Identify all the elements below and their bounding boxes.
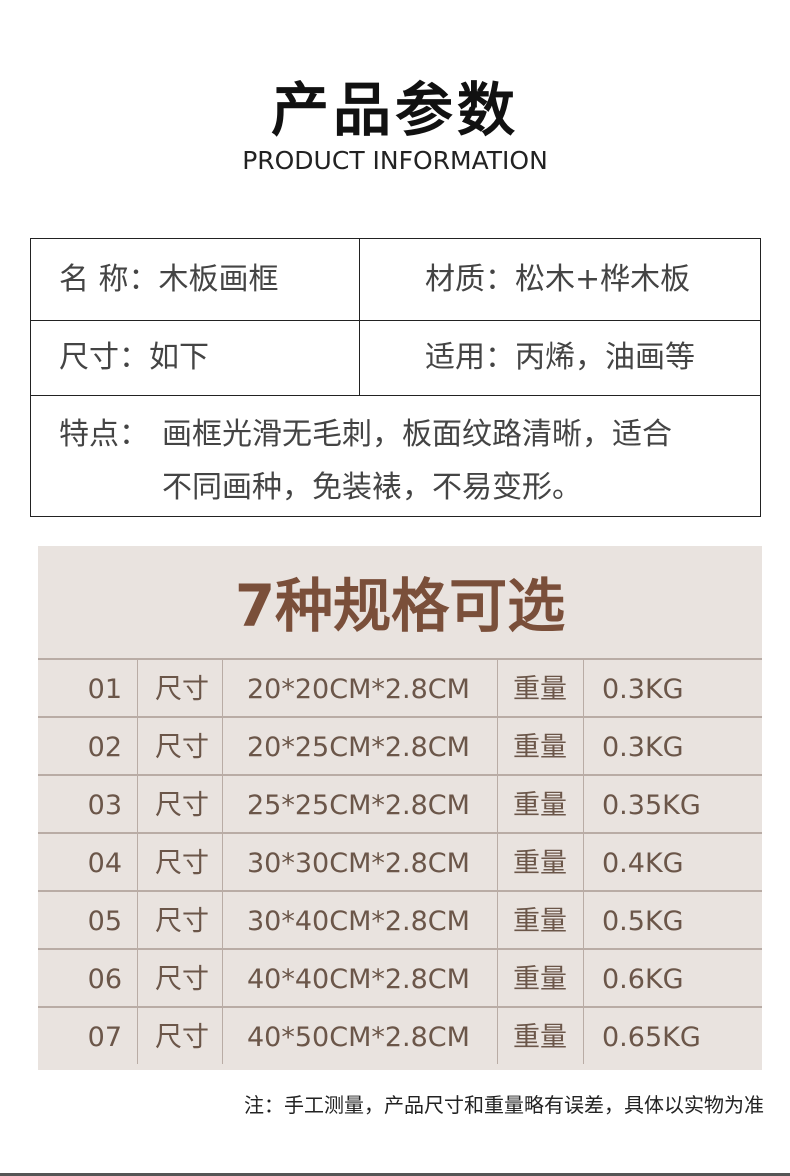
spec-number: 07 [87,1022,122,1053]
column-divider [222,718,223,774]
page-title: 产品参数 [270,76,519,144]
spec-row: 03 尺寸 25*25CM*2.8CM 重量 0.35KG [38,774,762,832]
column-divider [583,1008,584,1064]
column-divider [583,718,584,774]
spec-row: 07 尺寸 40*50CM*2.8CM 重量 0.65KG [38,1006,762,1064]
divider [31,395,760,396]
column-divider [222,950,223,1006]
feature-label: 特点： [59,417,149,452]
column-divider [497,660,498,716]
column-divider [222,892,223,948]
column-divider [222,776,223,832]
spec-size: 40*40CM*2.8CM [247,964,470,995]
column-divider [497,1008,498,1064]
spec-row: 04 尺寸 30*30CM*2.8CM 重量 0.4KG [38,832,762,890]
column-divider [137,950,138,1006]
column-divider [497,834,498,890]
spec-number: 06 [87,964,122,995]
spec-size: 40*50CM*2.8CM [247,1022,470,1053]
divider [359,239,360,396]
column-divider [583,776,584,832]
spec-row: 06 尺寸 40*40CM*2.8CM 重量 0.6KG [38,948,762,1006]
spec-weight: 0.3KG [602,674,684,705]
column-divider [497,950,498,1006]
spec-number: 02 [87,732,122,763]
column-divider [497,718,498,774]
column-divider [583,950,584,1006]
spec-panel: 7种规格可选 01 尺寸 20*20CM*2.8CM 重量 0.3KG 02 尺寸 20*25… [38,546,762,1070]
column-divider [137,892,138,948]
feature-line-1: 画框光滑无毛刺，板面纹路清晰，适合 [162,417,672,452]
weight-label: 重量 [513,674,567,705]
weight-label: 重量 [513,732,567,763]
spec-number: 03 [87,790,122,821]
column-divider [497,776,498,832]
size-label: 尺寸 [155,848,209,879]
product-name: 名 称：木板画框 [59,262,279,297]
weight-label: 重量 [513,964,567,995]
spec-size: 30*40CM*2.8CM [247,906,470,937]
column-divider [137,1008,138,1064]
weight-label: 重量 [513,906,567,937]
column-divider [137,718,138,774]
spec-weight: 0.5KG [602,906,684,937]
product-info-table: 名 称：木板画框 材质：松木+桦木板 尺寸：如下 适用：丙烯，油画等 特点： 画… [30,238,761,517]
size-label: 尺寸 [155,964,209,995]
spec-number: 04 [87,848,122,879]
weight-label: 重量 [513,848,567,879]
column-divider [583,834,584,890]
spec-number: 01 [87,674,122,705]
spec-row: 02 尺寸 20*25CM*2.8CM 重量 0.3KG [38,716,762,774]
size-label: 尺寸 [155,906,209,937]
column-divider [137,776,138,832]
weight-label: 重量 [513,1022,567,1053]
spec-weight: 0.35KG [602,790,701,821]
spec-size: 20*20CM*2.8CM [247,674,470,705]
bottom-divider [0,1173,790,1176]
spec-size: 30*30CM*2.8CM [247,848,470,879]
spec-size: 20*25CM*2.8CM [247,732,470,763]
spec-number: 05 [87,906,122,937]
weight-label: 重量 [513,790,567,821]
spec-weight: 0.65KG [602,1022,701,1053]
size-label: 尺寸 [155,1022,209,1053]
column-divider [497,892,498,948]
column-divider [222,834,223,890]
feature-line-2: 不同画种，免装裱，不易变形。 [162,470,582,505]
spec-row: 01 尺寸 20*20CM*2.8CM 重量 0.3KG [38,658,762,716]
spec-weight: 0.3KG [602,732,684,763]
page-subtitle: PRODUCT INFORMATION [242,146,548,175]
spec-row: 05 尺寸 30*40CM*2.8CM 重量 0.5KG [38,890,762,948]
divider [31,320,760,321]
column-divider [583,892,584,948]
spec-size: 25*25CM*2.8CM [247,790,470,821]
spec-weight: 0.6KG [602,964,684,995]
product-usage: 适用：丙烯，油画等 [425,340,695,375]
column-divider [137,660,138,716]
size-label: 尺寸 [155,732,209,763]
size-label: 尺寸 [155,790,209,821]
column-divider [222,660,223,716]
column-divider [222,1008,223,1064]
product-size: 尺寸：如下 [59,340,209,375]
size-label: 尺寸 [155,674,209,705]
spec-title: 7种规格可选 [234,572,566,640]
measurement-note: 注：手工测量，产品尺寸和重量略有误差，具体以实物为准 [244,1093,764,1117]
product-material: 材质：松木+桦木板 [425,262,691,297]
spec-weight: 0.4KG [602,848,684,879]
column-divider [137,834,138,890]
column-divider [583,660,584,716]
